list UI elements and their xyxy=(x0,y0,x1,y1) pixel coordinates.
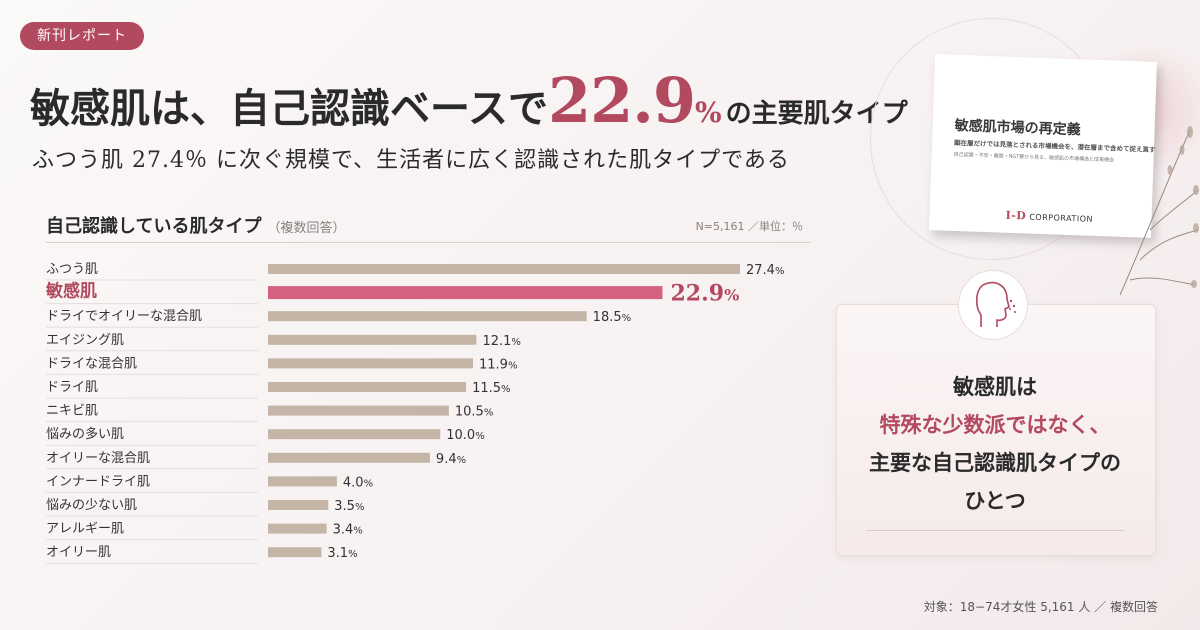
bar-value-number: 11.9 xyxy=(479,357,508,372)
callout-line-4: ひとつ xyxy=(964,488,1026,513)
bar-value-label: 10.0% xyxy=(446,428,484,443)
bar-value-number: 22.9 xyxy=(670,281,724,307)
bar-label: オイリーな混合肌 xyxy=(46,451,150,466)
bar xyxy=(268,358,473,369)
bar-value-label: 3.5% xyxy=(334,499,364,514)
bar-value-number: 3.1 xyxy=(327,546,348,561)
bar xyxy=(268,382,467,392)
subheadline: ふつう肌 27.4％ に次ぐ規模で、生活者に広く認識された肌タイプである xyxy=(32,148,790,173)
face-profile-icon xyxy=(975,281,1016,327)
bar-label: インナードライ肌 xyxy=(46,474,150,489)
callout-line-3: 主要な自己認識肌タイプの xyxy=(869,450,1121,475)
bar-label: ドライ肌 xyxy=(46,380,98,395)
bar-value-number: 11.5 xyxy=(472,381,501,396)
bar-value-unit: % xyxy=(348,549,358,560)
bar xyxy=(268,286,663,300)
logo-mark: I‑D xyxy=(1005,208,1027,223)
bar xyxy=(268,476,337,487)
bar-label: 悩みの少ない肌 xyxy=(46,498,137,513)
bar xyxy=(268,311,587,322)
bar-value-unit: % xyxy=(353,526,363,537)
report-small-text: 自己認識・不安・離脱・NGT要から見る、敏感肌の市場構造と成長機会 xyxy=(953,151,1115,164)
report-title: 敏感肌市場の再定義 xyxy=(954,117,1081,139)
bar-label: ニキビ肌 xyxy=(46,404,98,419)
bar xyxy=(268,429,441,440)
chart-note: N=5,161 ／単位：％ xyxy=(695,220,803,233)
bar-value-unit: % xyxy=(508,360,518,371)
bar-value-unit: % xyxy=(511,337,521,348)
chart-header: 自己認識している肌タイプ （複数回答） N=5,161 ／単位：％ xyxy=(46,210,811,243)
bar xyxy=(268,334,477,345)
bar-label: アレルギー肌 xyxy=(46,522,124,537)
bar xyxy=(268,547,322,558)
bar-label: 敏感肌 xyxy=(45,281,97,302)
bar-label: 悩みの多い肌 xyxy=(46,426,124,442)
bar-value-number: 12.1 xyxy=(482,334,511,349)
bar-value-number: 3.5 xyxy=(334,499,355,514)
bar-value-label: 10.5% xyxy=(455,405,493,420)
bar-label: エイジング肌 xyxy=(46,333,124,348)
bar-value-number: 4.0 xyxy=(343,475,364,490)
bar-value-label: 12.1% xyxy=(482,334,520,349)
bar-value-unit: % xyxy=(484,408,494,419)
report-logo: I‑D CORPORATION xyxy=(1005,209,1093,225)
bar-value-unit: % xyxy=(724,286,739,305)
bar-value-unit: % xyxy=(475,431,485,442)
bar-value-label: 18.5% xyxy=(593,310,631,325)
bar xyxy=(268,264,740,274)
bar-value-label: 4.0% xyxy=(343,475,373,490)
bar-value-unit: % xyxy=(364,478,374,489)
dried-flower-sprig-icon xyxy=(1119,126,1199,296)
bar-value-label: 3.1% xyxy=(327,546,357,561)
callout-card xyxy=(836,304,1156,556)
bar-value-label: 27.4% xyxy=(746,263,784,278)
chart-title: 自己認識している肌タイプ （複数回答） xyxy=(46,212,345,238)
callout-text: 敏感肌は 特殊な少数派ではなく、 主要な自己認識肌タイプの ひとつ xyxy=(836,368,1154,520)
report-badge: 新刊レポート xyxy=(20,22,144,50)
bar-value-number: 10.5 xyxy=(455,405,484,420)
bar xyxy=(268,452,430,463)
bar-label: ドライな混合肌 xyxy=(46,356,137,371)
bar xyxy=(268,500,329,510)
bar-label: オイリー肌 xyxy=(46,545,111,560)
logo-text: CORPORATION xyxy=(1029,212,1094,224)
bar-value-number: 9.4 xyxy=(436,452,457,467)
bar-value-label: 22.9% xyxy=(670,281,739,307)
callout-divider xyxy=(866,530,1124,531)
chart-title-text: 自己認識している肌タイプ xyxy=(46,216,262,237)
headline-unit: % xyxy=(695,96,722,129)
bar-value-unit: % xyxy=(355,502,365,513)
bar-chart: ふつう肌 27.4% 敏感肌 22.9% ドライでオイリーな混合肌 18.5% エイジング肌… xyxy=(45,262,784,564)
bar-value-unit: % xyxy=(457,455,467,466)
callout-line-1: 敏感肌は xyxy=(953,374,1037,399)
bar-value-unit: % xyxy=(501,384,511,395)
bar-value-label: 11.5% xyxy=(472,381,510,396)
face-icon-badge xyxy=(958,270,1028,340)
bar-value-unit: % xyxy=(622,313,632,324)
bar-value-label: 11.9% xyxy=(479,357,517,372)
bar-value-number: 3.4 xyxy=(333,523,354,538)
bar-label: ふつう肌 xyxy=(46,262,98,277)
bar xyxy=(268,405,449,416)
bar-value-label: 9.4% xyxy=(436,452,466,467)
bar-label: ドライでオイリーな混合肌 xyxy=(46,309,202,324)
chart-qualifier: （複数回答） xyxy=(267,221,346,236)
bar-value-number: 18.5 xyxy=(593,310,622,325)
bar-value-label: 3.4% xyxy=(333,523,363,538)
footer-note: 対象：18−74才女性 5,161 人 ／ 複数回答 xyxy=(923,600,1158,614)
headline-number: 22.9 xyxy=(548,64,696,137)
callout-line-2: 特殊な少数派ではなく、 xyxy=(879,412,1111,437)
headline-pre: 敏感肌は、自己認識ベースで xyxy=(30,85,548,132)
bar xyxy=(268,523,327,534)
bar-value-number: 27.4 xyxy=(746,263,775,278)
bar-value-unit: % xyxy=(775,266,785,277)
bar-value-number: 10.0 xyxy=(446,428,475,443)
